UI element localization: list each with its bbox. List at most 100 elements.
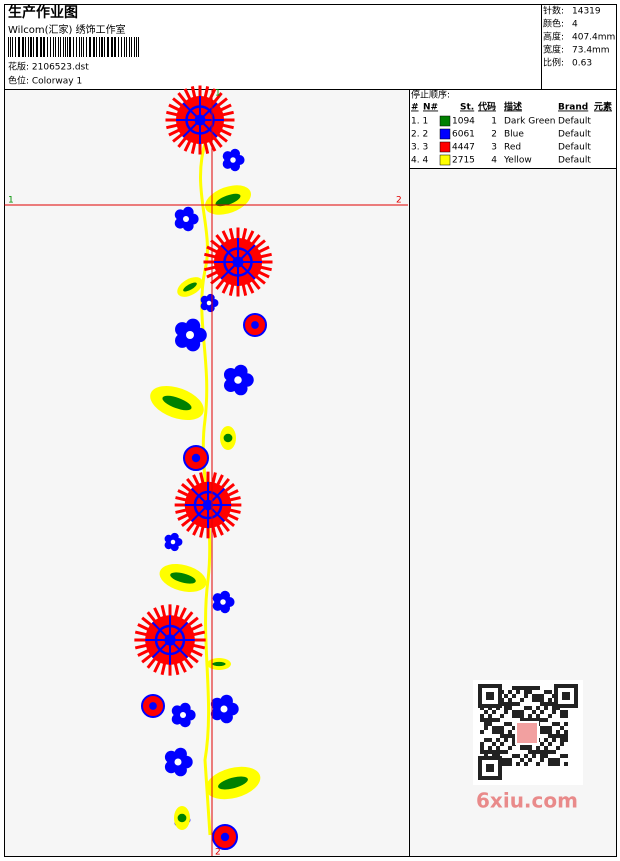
- qr-cell: [516, 714, 520, 718]
- flower-ring: [154, 624, 186, 656]
- qr-cell: [516, 762, 520, 766]
- flower-ring: [193, 490, 223, 520]
- qr-cell: [540, 742, 544, 746]
- stem: [199, 139, 212, 836]
- column-header: N#: [423, 103, 438, 113]
- qr-cell: [544, 726, 548, 730]
- qr-cell: [512, 742, 516, 746]
- qr-cell: [540, 750, 544, 754]
- bar-stripe: [69, 37, 71, 57]
- qr-cell: [544, 718, 548, 722]
- bar-stripe: [76, 37, 77, 57]
- bar-stripe: [126, 37, 127, 57]
- column-header: #: [411, 103, 419, 113]
- qr-finder-center: [486, 764, 494, 772]
- qr-cell: [544, 750, 548, 754]
- qr-cell: [496, 730, 500, 734]
- bar-stripe: [60, 37, 61, 57]
- qr-cell: [532, 686, 536, 690]
- qr-cell: [504, 750, 508, 754]
- qr-cell: [488, 746, 492, 750]
- blue-center: [180, 712, 186, 718]
- row-number: 2. 2: [411, 130, 428, 140]
- qr-cell: [488, 718, 492, 722]
- stitches: 2715: [452, 156, 475, 166]
- qr-cell: [560, 754, 564, 758]
- guide-label: 1: [8, 196, 14, 206]
- qr-cell: [504, 702, 508, 706]
- brand: Default: [558, 156, 591, 166]
- bar-stripe: [65, 37, 66, 57]
- qr-cell: [528, 706, 532, 710]
- qr-cell: [500, 730, 504, 734]
- qr-cell: [492, 742, 496, 746]
- qr-cell: [508, 734, 512, 738]
- qr-cell: [516, 690, 520, 694]
- studio: Wilcom(汇家) 绣饰工作室: [8, 23, 126, 36]
- qr-cell: [480, 742, 484, 746]
- qr-code: [473, 680, 583, 785]
- qr-cell: [548, 742, 552, 746]
- qr-cell: [540, 694, 544, 698]
- bar-stripe: [124, 37, 125, 57]
- qr-cell: [512, 754, 516, 758]
- code: 4: [491, 156, 497, 166]
- qr-cell: [536, 746, 540, 750]
- bar-stripe: [111, 37, 113, 57]
- qr-cell: [548, 730, 552, 734]
- qr-cell: [548, 734, 552, 738]
- qr-cell: [532, 694, 536, 698]
- qr-cell: [504, 710, 508, 714]
- column-header: Brand: [558, 103, 588, 113]
- title: 生产作业图: [8, 4, 78, 21]
- qr-cell: [520, 710, 524, 714]
- qr-cell: [496, 746, 500, 750]
- blue-petal: [170, 532, 179, 541]
- qr-cell: [508, 758, 512, 762]
- qr-cell: [548, 690, 552, 694]
- blue-petal: [182, 206, 194, 218]
- qr-cell: [532, 750, 536, 754]
- qr-cell: [532, 710, 536, 714]
- flower-center: [232, 256, 244, 268]
- qr-cell: [484, 726, 488, 730]
- row-number: 4. 4: [411, 156, 428, 166]
- qr-cell: [516, 686, 520, 690]
- qr-cell: [520, 746, 524, 750]
- bar-stripe: [8, 37, 9, 57]
- qr-cell: [508, 702, 512, 706]
- qr-cell: [484, 718, 488, 722]
- qr-cell: [560, 726, 564, 730]
- bar-stripe: [12, 37, 13, 57]
- qr-cell: [560, 742, 564, 746]
- qr-cell: [492, 710, 496, 714]
- qr-cell: [536, 750, 540, 754]
- bar-stripe: [15, 37, 16, 57]
- qr-cell: [500, 726, 504, 730]
- bar-stripe: [83, 37, 84, 57]
- qr-cell: [536, 694, 540, 698]
- qr-cell: [512, 710, 516, 714]
- qr-cell: [548, 750, 552, 754]
- qr-cell: [488, 750, 492, 754]
- bud-center: [149, 702, 157, 710]
- qr-cell: [520, 686, 524, 690]
- code: 1: [491, 117, 497, 127]
- qr-cell: [484, 750, 488, 754]
- qr-cell: [540, 718, 544, 722]
- qr-cell: [528, 690, 532, 694]
- blue-petal: [174, 747, 187, 761]
- bar-stripe: [53, 37, 54, 57]
- qr-cell: [524, 686, 528, 690]
- stat-label: 颜色:: [543, 18, 564, 30]
- stat-label: 宽度:: [543, 44, 564, 56]
- barcode: [8, 37, 139, 57]
- stop-sequence: 停止顺序: # N# St. 代码 描述 Brand 元素 1. 1 1094 1 Dark Gree…: [411, 89, 612, 166]
- description: Dark Green: [504, 117, 555, 127]
- bar-stripe: [129, 37, 130, 57]
- leaf-vein: [215, 193, 241, 207]
- qr-cell: [548, 762, 552, 766]
- guide-label: 2: [215, 848, 221, 858]
- qr-cell: [488, 714, 492, 718]
- qr-cell: [500, 714, 504, 718]
